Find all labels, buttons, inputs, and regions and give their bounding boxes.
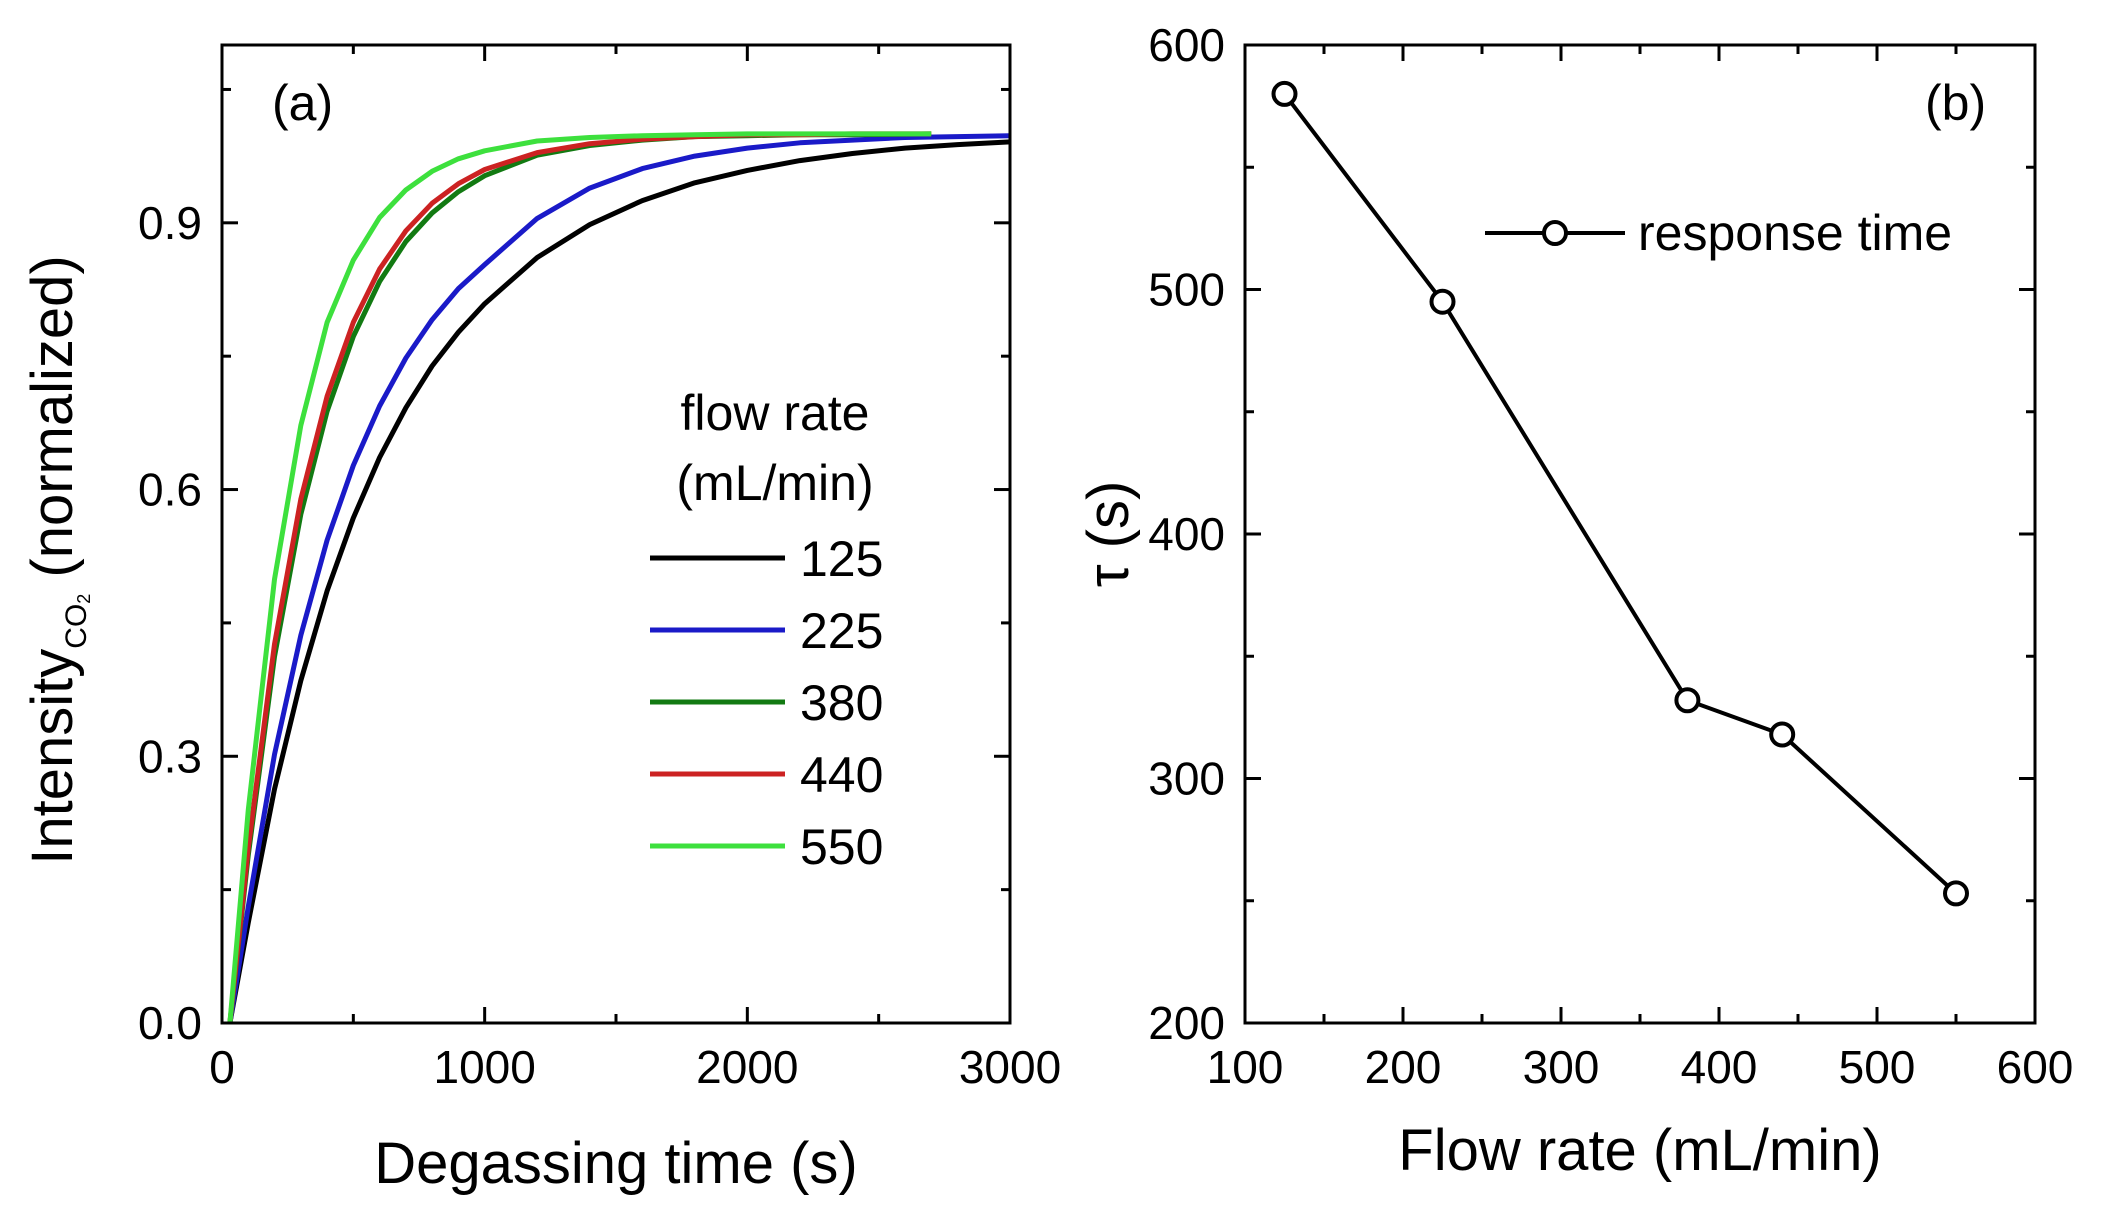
panel-a-legend: 125 225 380 440 550 [650, 531, 883, 875]
y-tick-label: 0.0 [138, 997, 202, 1049]
x-tick-label: 0 [209, 1041, 235, 1093]
x-tick-label: 2000 [696, 1041, 798, 1093]
panel-b-series [1271, 80, 1969, 907]
legend-label-response-time: response time [1638, 205, 1952, 261]
data-point-225 [1429, 288, 1456, 315]
y-tick-label: 0.6 [138, 464, 202, 516]
series-line-225 [227, 133, 1011, 1024]
panel-a-curves [227, 131, 1011, 1024]
legend-title-line1: flow rate [681, 385, 870, 441]
legend-label-440: 440 [800, 747, 883, 803]
y-tick-label: 0.9 [138, 197, 202, 249]
y-title-unit: (s) [1076, 481, 1141, 549]
legend-label-380: 380 [800, 675, 883, 731]
panel-b-ticks [1243, 43, 2037, 1025]
panel-b-x-axis-title: Flow rate (mL/min) [1398, 1118, 1881, 1183]
x-tick-label: 3000 [959, 1041, 1061, 1093]
panel-b-frame [1243, 43, 2037, 1025]
y-title-sub2: 2 [74, 594, 94, 604]
x-tick-label: 400 [1681, 1041, 1758, 1093]
y-title-main: Intensity [20, 649, 85, 865]
panel-a-label: (a) [272, 75, 333, 131]
legend-label-125: 125 [800, 531, 883, 587]
legend-label-225: 225 [800, 603, 883, 659]
x-tick-label: 600 [1997, 1041, 2074, 1093]
y-tick-label: 600 [1148, 19, 1225, 71]
x-tick-label: 1000 [433, 1041, 535, 1093]
y-tick-label: 500 [1148, 264, 1225, 316]
y-title-tau: τ [1076, 564, 1141, 587]
data-point-380 [1674, 687, 1701, 714]
panel-b-y-axis-title: τ (s) [1076, 481, 1141, 588]
data-point-550 [1943, 880, 1969, 907]
y-title-sub: CO [60, 604, 93, 649]
data-point-125 [1271, 80, 1298, 107]
panel-a-tick-labels: 0 1000 2000 3000 0.0 0.3 0.6 0.9 [138, 197, 1061, 1093]
series-line-550 [227, 131, 932, 1024]
x-tick-label: 200 [1365, 1041, 1442, 1093]
panel-a-y-axis-title: IntensityCO2 (normalized) [20, 255, 94, 864]
panel-a-x-axis-title: Degassing time (s) [374, 1131, 857, 1196]
data-point-440 [1769, 721, 1796, 748]
y-title-suffix: (normalized) [20, 255, 85, 593]
y-tick-label: 0.3 [138, 730, 202, 782]
panel-a-ticks [220, 45, 1012, 1025]
y-tick-label: 300 [1148, 753, 1225, 805]
x-tick-label: 100 [1207, 1041, 1284, 1093]
legend-label-550: 550 [800, 819, 883, 875]
series-line-125 [227, 139, 1011, 1024]
y-tick-label: 400 [1148, 508, 1225, 560]
legend-title-line2: (mL/min) [676, 455, 873, 511]
x-tick-label: 500 [1839, 1041, 1916, 1093]
y-tick-label: 200 [1148, 997, 1225, 1049]
panel-a-frame [220, 43, 1012, 1025]
panel-b-label: (b) [1925, 75, 1986, 131]
x-tick-label: 300 [1523, 1041, 1600, 1093]
legend-marker-response-time [1542, 220, 1568, 246]
